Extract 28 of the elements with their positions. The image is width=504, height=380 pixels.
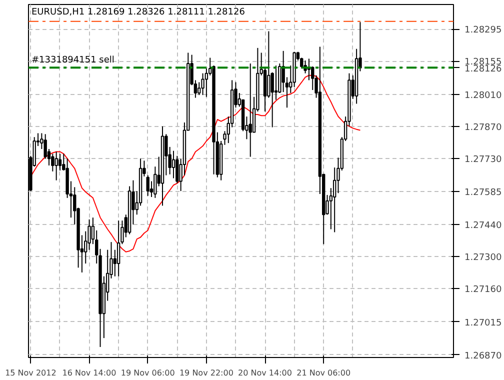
x-tick-label: 19 Nov 06:00 [120, 368, 175, 378]
candlestick [58, 153, 62, 171]
candlestick [248, 62, 252, 158]
y-tick-label: 1.27015 [464, 318, 502, 328]
x-tick-label: 21 Nov 06:00 [296, 368, 351, 378]
candlestick [198, 82, 201, 96]
candlestick [201, 72, 204, 96]
y-tick-label: 1.27870 [464, 122, 502, 133]
x-tick-label: 15 Nov 2012 [5, 368, 56, 378]
chart-title: EURUSD,H1 1.28169 1.28326 1.28111 1.28126 [32, 8, 246, 18]
y-tick-label: 1.26870 [464, 351, 502, 362]
candlestick [146, 174, 150, 196]
y-tick-label: 1.27160 [464, 285, 502, 296]
candlestick [116, 220, 120, 277]
y-tick-label: 1.27730 [464, 154, 502, 165]
candlestick [274, 65, 278, 100]
candlestick [176, 155, 179, 184]
y-tick-label: 1.27440 [464, 221, 502, 232]
x-tick-label: 16 Nov 14:00 [62, 368, 116, 378]
candlestick [172, 150, 176, 179]
candlestick [54, 151, 58, 181]
x-tick-label: 20 Nov 14:00 [238, 368, 292, 378]
y-tick-label: 1.28010 [464, 90, 502, 101]
x-tick-label: 19 Nov 22:00 [179, 368, 234, 378]
y-tick-label: 1.28295 [464, 26, 502, 36]
ref-line-label: #1331894151 sell [32, 56, 114, 66]
y-tick-label: 1.27585 [464, 188, 502, 198]
y-tick-label: 1.27300 [464, 253, 502, 264]
